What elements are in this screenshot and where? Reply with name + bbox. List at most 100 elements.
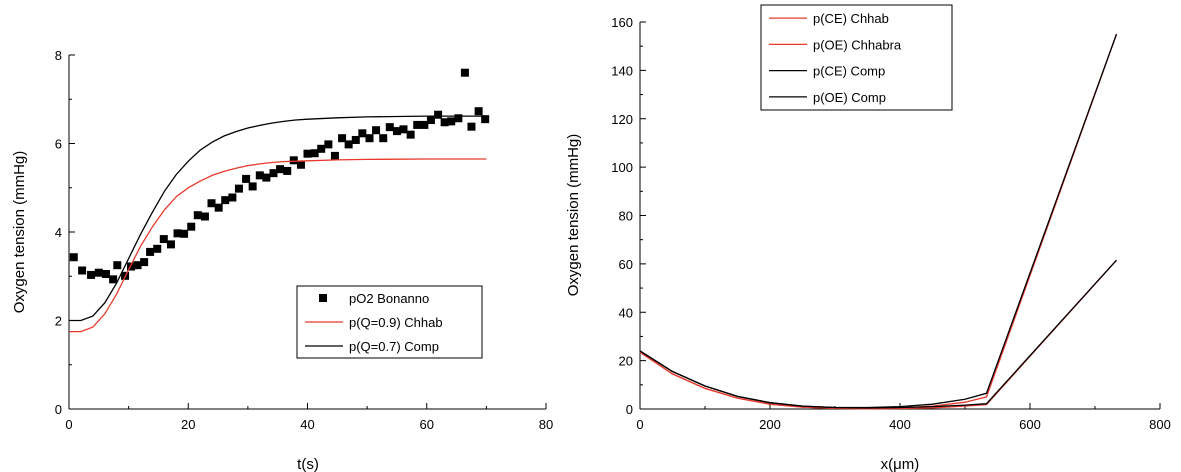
right-chart-y-tick-label: 40 <box>619 305 633 320</box>
right-chart-y-tick-label: 80 <box>619 209 633 224</box>
left-chart-data-point <box>193 211 202 220</box>
left-chart-data-point <box>420 120 429 129</box>
right-chart-y-tick-label: 160 <box>611 15 633 30</box>
left-chart-data-point <box>460 68 469 77</box>
left-chart-x-tick-label: 60 <box>420 417 434 432</box>
left-chart-data-point <box>317 144 326 153</box>
left-chart-data-point <box>338 134 347 143</box>
left-chart-data-point <box>113 261 122 270</box>
left-chart-data-point <box>434 110 443 119</box>
left-chart-series-markers <box>69 68 490 284</box>
left-chart-data-point <box>200 212 209 221</box>
left-chart-legend-label: pO2 Bonanno <box>349 291 429 306</box>
left-chart-data-point <box>159 235 168 244</box>
left-chart-x-axis-label: t(s) <box>297 456 319 472</box>
left-chart-data-point <box>127 262 136 271</box>
left-chart-data-point <box>372 126 381 135</box>
left-chart-series-line <box>69 158 487 333</box>
left-chart-data-point <box>324 140 333 149</box>
left-chart-data-point <box>248 182 257 191</box>
right-chart-legend: p(CE) Chhab p(OE) Chhabra p(CE) Comp p(OE) … <box>760 4 953 111</box>
left-chart-data-point <box>255 171 264 180</box>
left-chart-data-point <box>94 268 103 277</box>
left-chart-series-line <box>69 115 487 322</box>
left-chart: 0 20 40 60 80 0 2 4 6 8 t(s) Oxygen tension (mmHg) p… <box>11 48 553 472</box>
left-chart-data-point <box>283 166 292 175</box>
left-chart-data-point <box>69 253 78 262</box>
left-chart-data-point <box>87 270 96 279</box>
right-chart-x-axis-label: x(μm) <box>881 456 920 472</box>
left-chart-legend-marker <box>319 294 327 302</box>
right-chart-series-line <box>639 259 1117 409</box>
right-chart-y-axis-label: Oxygen tension (mmHg) <box>565 134 582 297</box>
left-chart-data-point <box>166 240 175 249</box>
left-chart-y-tick-label: 8 <box>55 48 62 63</box>
left-chart-data-point <box>330 151 339 160</box>
right-chart: 0 200 400 600 800 0 20 40 60 80 100 120 140 160 x(μm) O… <box>565 4 1171 472</box>
right-chart-x-tick-label: 400 <box>889 417 911 432</box>
left-chart-data-point <box>262 173 271 182</box>
right-chart-x-tick-label: 0 <box>636 417 643 432</box>
left-chart-x-tick-label: 40 <box>300 417 314 432</box>
left-chart-data-point <box>454 114 463 123</box>
left-chart-data-point <box>344 140 353 149</box>
left-chart-data-point <box>310 149 319 158</box>
right-chart-x-tick-label: 800 <box>1149 417 1171 432</box>
right-chart-legend-label: p(CE) Comp <box>813 64 885 79</box>
right-chart-x-tick-label: 200 <box>759 417 781 432</box>
left-chart-data-point <box>447 117 456 126</box>
left-chart-data-point <box>406 130 415 139</box>
left-chart-data-point <box>78 266 87 275</box>
right-chart-legend-label: p(OE) Chhabra <box>813 37 902 52</box>
right-chart-legend-label: p(OE) Comp <box>813 90 886 105</box>
left-chart-legend-label: p(Q=0.9) Chhab <box>349 315 443 330</box>
left-chart-x-tick-label: 80 <box>539 417 553 432</box>
left-chart-data-point <box>440 118 449 127</box>
left-chart-data-point <box>109 275 118 284</box>
left-chart-data-point <box>234 184 243 193</box>
left-chart-data-point <box>358 129 367 138</box>
left-chart-data-point <box>413 120 422 129</box>
left-chart-data-point <box>474 107 483 116</box>
left-chart-data-point <box>146 247 155 256</box>
left-chart-data-point <box>101 270 110 279</box>
left-chart-data-point <box>187 222 196 231</box>
right-chart-y-tick-label: 0 <box>626 402 633 417</box>
left-chart-y-tick-label: 4 <box>55 225 62 240</box>
left-chart-x-tick-label: 0 <box>65 417 72 432</box>
left-chart-data-point <box>467 122 476 131</box>
left-chart-x-tick-label: 20 <box>181 417 195 432</box>
right-chart-y-tick-label: 100 <box>611 160 633 175</box>
left-chart-y-axis-label: Oxygen tension (mmHg) <box>11 151 28 314</box>
left-chart-data-point <box>269 169 278 178</box>
left-chart-data-point <box>276 165 285 174</box>
left-chart-data-point <box>140 258 149 267</box>
left-chart-data-point <box>296 160 305 169</box>
left-chart-data-point <box>173 229 182 238</box>
left-chart-legend: pO2 Bonanno p(Q=0.9) Chhab p(Q=0.7) Comp <box>296 285 483 359</box>
right-chart-x-tick-label: 600 <box>1019 417 1041 432</box>
left-chart-data-point <box>351 135 360 144</box>
left-chart-data-point <box>385 123 394 132</box>
left-chart-legend-label: p(Q=0.7) Comp <box>349 339 439 354</box>
right-chart-legend-box <box>760 4 953 111</box>
left-chart-data-point <box>392 127 401 136</box>
right-chart-series-line <box>639 259 1117 410</box>
left-chart-data-point <box>221 196 230 205</box>
left-chart-data-point <box>228 193 237 202</box>
left-chart-data-point <box>133 261 142 270</box>
right-chart-y-tick-label: 140 <box>611 63 633 78</box>
left-chart-data-point <box>426 116 435 125</box>
left-chart-y-tick-label: 2 <box>55 314 62 329</box>
left-chart-data-point <box>153 244 162 253</box>
left-chart-data-point <box>214 203 223 212</box>
left-chart-data-point <box>207 199 216 208</box>
left-chart-data-point <box>365 134 374 143</box>
left-chart-data-point <box>180 229 189 238</box>
left-chart-data-point <box>289 156 298 165</box>
left-chart-data-point <box>481 115 490 124</box>
right-chart-y-tick-label: 120 <box>611 112 633 127</box>
left-chart-data-point <box>399 125 408 134</box>
